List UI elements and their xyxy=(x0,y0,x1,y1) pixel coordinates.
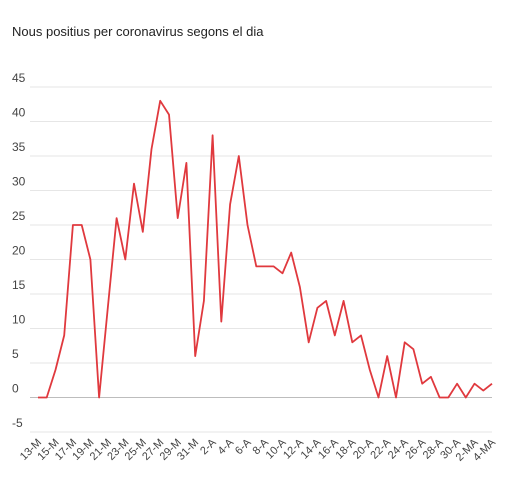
data-point xyxy=(114,216,119,221)
x-tick-label: 6-A xyxy=(233,436,254,457)
gridlines xyxy=(30,86,492,433)
data-point xyxy=(132,181,137,186)
data-point xyxy=(228,202,233,207)
data-point xyxy=(490,381,495,386)
data-point xyxy=(385,354,390,359)
data-point xyxy=(324,298,329,303)
data-point xyxy=(332,333,337,338)
data-point xyxy=(341,298,346,303)
data-point xyxy=(289,250,294,255)
data-point xyxy=(158,98,163,103)
data-point xyxy=(166,112,171,117)
data-point xyxy=(315,305,320,310)
data-point xyxy=(376,395,381,400)
data-point xyxy=(280,271,285,276)
data-point xyxy=(455,381,460,386)
chart-title: Nous positius per coronavirus segons el … xyxy=(12,24,264,39)
series-polyline xyxy=(38,99,493,399)
data-point xyxy=(263,264,268,269)
data-point xyxy=(184,160,189,165)
data-point xyxy=(359,333,364,338)
data-point xyxy=(62,333,67,338)
y-tick-label: 5 xyxy=(12,347,19,361)
data-point xyxy=(97,395,102,400)
data-point xyxy=(481,388,486,393)
data-point xyxy=(463,395,468,400)
x-tick-label: 2-A xyxy=(198,436,219,457)
data-point xyxy=(140,229,145,234)
data-point xyxy=(70,223,75,228)
data-point xyxy=(79,223,84,228)
data-point xyxy=(44,395,49,400)
data-point xyxy=(367,367,372,372)
data-point xyxy=(193,354,198,359)
data-point xyxy=(175,216,180,221)
data-point xyxy=(297,285,302,290)
y-tick-label: -5 xyxy=(12,416,23,430)
data-point xyxy=(88,257,93,262)
data-point xyxy=(236,154,241,159)
y-tick-label: 30 xyxy=(12,175,26,189)
data-point xyxy=(210,133,215,138)
data-point xyxy=(254,264,259,269)
data-point xyxy=(123,257,128,262)
y-tick-label: 20 xyxy=(12,244,26,258)
y-tick-label: 15 xyxy=(12,278,26,292)
data-point xyxy=(402,340,407,345)
data-point xyxy=(105,305,110,310)
data-point xyxy=(472,381,477,386)
data-point xyxy=(271,264,276,269)
y-axis-ticks: 45 40 35 30 25 20 15 10 5 0 -5 xyxy=(12,71,26,430)
data-point xyxy=(437,395,442,400)
y-tick-label: 40 xyxy=(12,106,26,120)
data-point xyxy=(350,340,355,345)
data-point xyxy=(36,395,41,400)
data-point xyxy=(306,340,311,345)
data-point xyxy=(428,374,433,379)
y-tick-label: 25 xyxy=(12,209,26,223)
series-line xyxy=(36,98,495,400)
y-tick-label: 10 xyxy=(12,313,26,327)
y-tick-label: 45 xyxy=(12,71,26,85)
x-axis-ticks: 13-M15-M17-M19-M21-M23-M25-M27-M29-M31-M… xyxy=(18,436,499,464)
data-point xyxy=(245,223,250,228)
data-point xyxy=(53,367,58,372)
data-point xyxy=(219,319,224,324)
data-point xyxy=(149,147,154,152)
data-point xyxy=(446,395,451,400)
data-point xyxy=(201,298,206,303)
y-tick-label: 35 xyxy=(12,140,26,154)
data-point xyxy=(393,395,398,400)
x-tick-label: 4-A xyxy=(216,436,237,457)
data-point xyxy=(420,381,425,386)
y-tick-label: 0 xyxy=(12,382,19,396)
data-point xyxy=(411,347,416,352)
